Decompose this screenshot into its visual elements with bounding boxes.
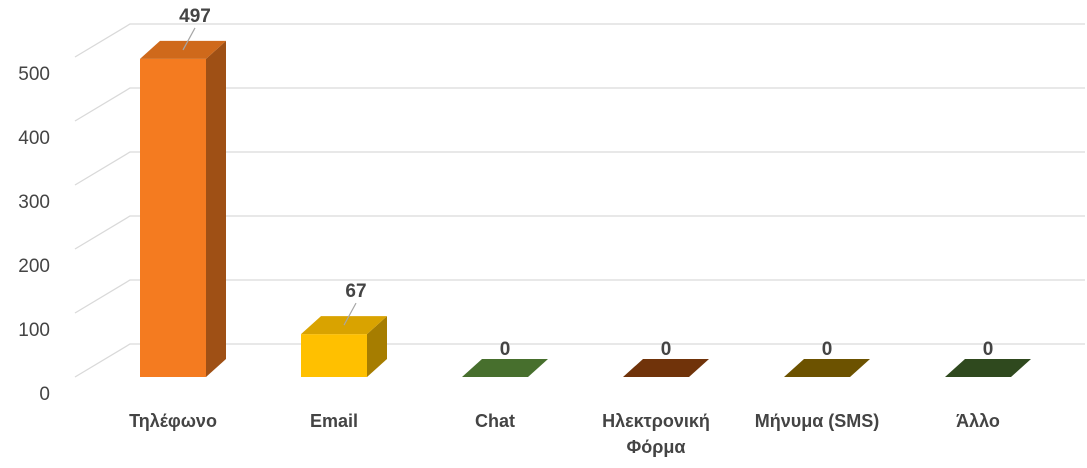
bar-face — [140, 58, 206, 378]
y-tick-label: 300 — [18, 192, 50, 213]
y-tick-label: 500 — [18, 64, 50, 85]
x-tick-label: Τηλέφωνο — [129, 411, 217, 431]
data-label: 67 — [345, 281, 366, 302]
bar-face — [206, 40, 226, 378]
bar — [140, 40, 226, 378]
bar — [462, 359, 548, 377]
data-label: 0 — [983, 339, 994, 360]
grid-line — [74, 215, 1085, 250]
data-label: 0 — [500, 339, 511, 360]
bar-face — [623, 359, 709, 377]
grid-line — [74, 343, 1085, 378]
bar-face — [462, 359, 548, 377]
x-tick-label: Μήνυμα (SMS) — [754, 411, 880, 431]
y-tick-label: 400 — [18, 128, 50, 149]
x-tick-label: Άλλο — [956, 411, 1000, 431]
y-tick-label: 200 — [18, 256, 50, 277]
grid-line — [74, 151, 1085, 186]
bar-face — [367, 316, 387, 377]
data-label: 0 — [822, 339, 833, 360]
bar — [945, 359, 1031, 377]
x-tick-label: Email — [309, 411, 359, 431]
data-label: 0 — [661, 339, 672, 360]
bar-face — [945, 359, 1031, 377]
bar-face — [301, 334, 367, 377]
bar — [301, 316, 387, 377]
x-tick-label: Ηλεκτρονική Φόρμα — [602, 411, 710, 457]
leader-line — [182, 27, 196, 51]
grid-line — [74, 279, 1085, 314]
leader-line — [343, 302, 357, 326]
bar — [784, 359, 870, 377]
data-label: 497 — [179, 6, 211, 27]
grid-line — [74, 23, 1085, 58]
x-tick-label: Chat — [475, 411, 515, 431]
bar-face — [784, 359, 870, 377]
grid-line — [74, 87, 1085, 122]
y-tick-label: 0 — [39, 384, 50, 405]
bar — [623, 359, 709, 377]
y-tick-label: 100 — [18, 320, 50, 341]
